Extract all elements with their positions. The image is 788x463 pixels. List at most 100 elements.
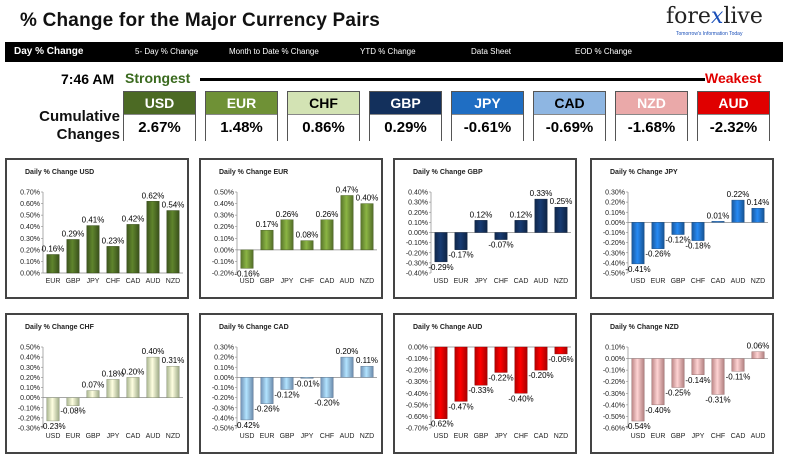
- currency-card-chf: CHF 0.86%: [287, 91, 360, 141]
- bar-gbp: [280, 377, 294, 390]
- bar-usd: [240, 249, 254, 269]
- y-tick-label: 0.10%: [20, 385, 40, 392]
- bar-gbp: [671, 222, 685, 235]
- bar-usd: [434, 232, 448, 263]
- data-label: 0.17%: [256, 220, 279, 229]
- y-tick-label: 0.10%: [214, 365, 234, 372]
- bar-eur: [46, 254, 60, 274]
- y-tick-label: -0.60%: [603, 426, 625, 433]
- y-tick-label: 0.50%: [214, 190, 234, 197]
- bar-cad: [320, 219, 334, 251]
- timestamp: 7:46 AM: [61, 71, 115, 87]
- x-tick-label: GBP: [671, 278, 686, 285]
- currency-card-nzd: NZD -1.68%: [615, 91, 688, 141]
- bar-chart: Daily % Change CAD -0.50% -0.40% -0.30% -0.2…: [212, 324, 378, 440]
- x-tick-label: CAD: [126, 433, 141, 440]
- y-tick-label: 0.70%: [20, 190, 40, 197]
- bar-aud: [731, 199, 745, 223]
- data-label: 0.40%: [356, 194, 379, 203]
- y-tick-label: -0.40%: [406, 391, 428, 398]
- data-label: 0.47%: [336, 185, 359, 194]
- bar-jpy: [86, 225, 100, 274]
- bar-jpy: [280, 219, 294, 251]
- weakest-label: Weakest: [705, 70, 762, 86]
- bar-usd: [46, 397, 60, 422]
- y-tick-label: 0.30%: [20, 236, 40, 243]
- bar-usd: [631, 358, 645, 422]
- y-tick-label: 0.00%: [214, 375, 234, 382]
- y-tick-label: -0.50%: [406, 402, 428, 409]
- currency-cumulative-value: 2.67%: [124, 114, 195, 141]
- nav-bar: Day % Change 5- Day % Change Month to Da…: [5, 42, 783, 62]
- data-label: 0.16%: [42, 244, 65, 253]
- data-label: 0.20%: [122, 367, 145, 376]
- data-label: -0.20%: [528, 371, 553, 380]
- x-tick-label: CAD: [534, 433, 549, 440]
- y-tick-label: -0.40%: [212, 415, 234, 422]
- x-tick-label: CAD: [711, 278, 726, 285]
- bar-chart: Daily % Change AUD -0.70% -0.60% -0.50% -0.4…: [406, 324, 574, 440]
- bar-eur: [651, 222, 665, 249]
- data-label: 0.08%: [296, 231, 319, 240]
- currency-cumulative-value: 0.29%: [370, 114, 441, 141]
- bar-chart: Daily % Change EUR -0.20% -0.10% 0.00% 0.10%…: [212, 169, 379, 285]
- y-tick-label: -0.40%: [406, 271, 428, 278]
- y-tick-label: -0.30%: [212, 405, 234, 412]
- bar-chf: [106, 246, 120, 274]
- data-label: -0.18%: [685, 242, 710, 251]
- bar-gbp: [474, 346, 488, 386]
- y-tick-label: -0.10%: [212, 259, 234, 266]
- currency-code: AUD: [698, 92, 769, 114]
- data-label: -0.14%: [685, 376, 710, 385]
- x-tick-label: NZD: [360, 278, 374, 285]
- data-label: 0.31%: [162, 356, 185, 365]
- x-tick-label: EUR: [66, 433, 81, 440]
- y-tick-label: 0.20%: [214, 355, 234, 362]
- currency-card-usd: USD 2.67%: [123, 91, 196, 141]
- header: % Change for the Major Currency Pairs fo…: [0, 0, 788, 42]
- x-tick-label: AUD: [731, 278, 746, 285]
- y-tick-label: 0.20%: [408, 210, 428, 217]
- bar-aud: [751, 351, 765, 359]
- bar-nzd: [554, 346, 568, 355]
- y-tick-label: -0.20%: [212, 395, 234, 402]
- y-tick-label: 0.00%: [605, 356, 625, 363]
- y-tick-label: -0.20%: [18, 415, 40, 422]
- nav-day-change[interactable]: Day % Change: [14, 46, 84, 57]
- x-tick-label: JPY: [475, 278, 488, 285]
- data-label: -0.20%: [314, 399, 339, 408]
- bar-cad: [711, 221, 725, 223]
- bar-cad: [514, 220, 528, 233]
- y-tick-label: 0.10%: [214, 236, 234, 243]
- y-tick-label: -0.10%: [212, 385, 234, 392]
- y-tick-label: 0.30%: [408, 200, 428, 207]
- bar-cad: [534, 346, 548, 371]
- currency-card-jpy: JPY -0.61%: [451, 91, 524, 141]
- nav-ytd-change[interactable]: YTD % Change: [360, 47, 416, 56]
- currency-code: USD: [124, 92, 195, 114]
- bar-gbp: [66, 239, 80, 274]
- x-tick-label: NZD: [554, 433, 568, 440]
- x-tick-label: GBP: [86, 433, 101, 440]
- y-tick-label: 0.00%: [408, 230, 428, 237]
- y-tick-label: 0.40%: [408, 190, 428, 197]
- bar-nzd: [360, 366, 374, 378]
- data-label: -0.47%: [448, 402, 473, 411]
- y-tick-label: -0.70%: [406, 426, 428, 433]
- data-label: -0.23%: [40, 422, 65, 431]
- nav-eod-change[interactable]: EOD % Change: [575, 47, 632, 56]
- data-label: -0.06%: [548, 355, 573, 364]
- bar-chart: Daily % Change NZD -0.60% -0.50% -0.40% -0.3…: [603, 324, 770, 440]
- bar-nzd: [166, 210, 180, 274]
- x-tick-label: AUD: [534, 278, 549, 285]
- currency-code: GBP: [370, 92, 441, 114]
- y-tick-label: 0.40%: [20, 355, 40, 362]
- bar-nzd: [166, 366, 180, 398]
- x-tick-label: JPY: [87, 278, 100, 285]
- nav-data-sheet[interactable]: Data Sheet: [471, 47, 512, 56]
- y-tick-label: 0.10%: [605, 345, 625, 352]
- data-label: 0.01%: [707, 211, 730, 220]
- nav-month-to-date[interactable]: Month to Date % Change: [229, 47, 319, 56]
- nav-5day-change[interactable]: 5- Day % Change: [135, 47, 199, 56]
- bar-gbp: [671, 358, 685, 388]
